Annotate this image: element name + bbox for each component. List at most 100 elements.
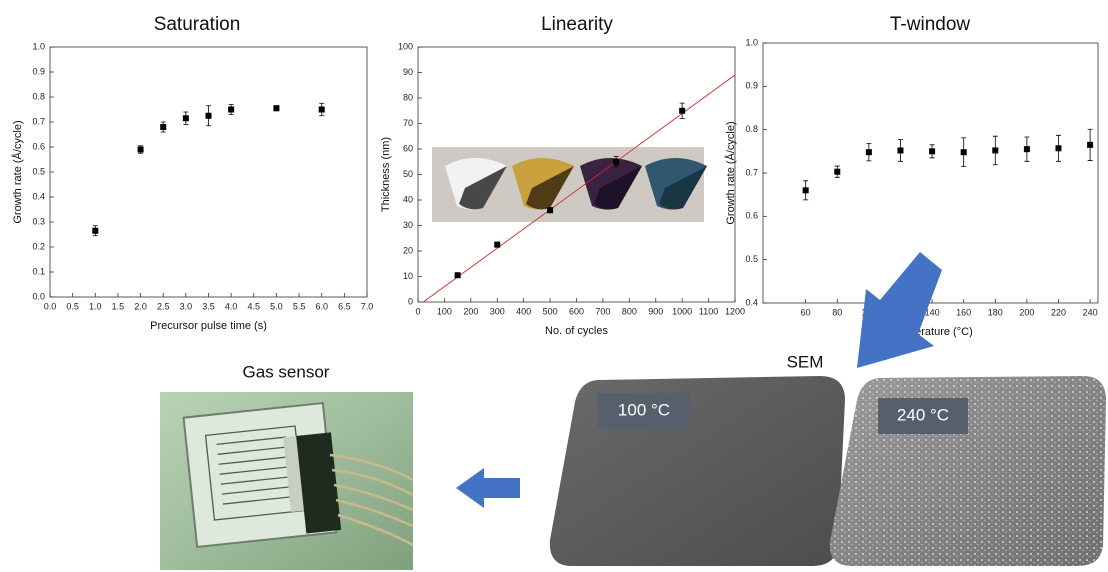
y-tick-label: 90 [403,67,413,77]
y-tick-label: 30 [403,220,413,230]
x-tick-label: 0.0 [44,301,57,311]
y-tick-label: 0.9 [745,81,758,91]
charts: Saturation 0.0 0.5 1.0 1.5 2.0 2.5 3.0 3.5 4.0 4.5… [11,14,1098,338]
point [455,272,461,278]
x-axis-label: No. of cycles [545,325,608,337]
y-tick-label: 0.6 [32,141,45,151]
point [183,115,189,121]
x-tick-label: 5.5 [293,301,306,311]
y-tick-label: 0.6 [745,211,758,221]
y-tick-label: 0.5 [32,166,45,176]
arrow [456,468,520,508]
y-tick-label: 80 [403,92,413,102]
y-tick-label: 0 [408,296,413,306]
x-tick-label: 2.0 [134,301,147,311]
point [992,147,998,153]
point [1087,142,1093,148]
point [160,124,166,130]
y-tick-label: 70 [403,118,413,128]
x-tick-label: 1.0 [89,301,102,311]
x-tick-label: 80 [832,307,842,317]
x-tick-label: 2.5 [157,301,170,311]
x-tick-label: 800 [622,306,637,316]
point [1055,145,1061,151]
point [613,159,619,165]
y-axis-label: Thickness (nm) [380,137,392,212]
point [273,105,279,111]
y-tick-label: 1.0 [32,41,45,51]
sensor-photo [160,392,413,570]
x-tick-label: 5.0 [270,301,283,311]
chart-title: T-window [890,14,971,35]
y-tick-label: 0.4 [32,191,45,201]
x-tick-label: 160 [956,307,971,317]
point [961,149,967,155]
sem-tile: 240 °C [830,376,1106,566]
x-tick-label: 300 [490,306,505,316]
sem-tile: 100 °C [550,376,845,566]
x-tick-label: 6.5 [338,301,351,311]
x-tick-label: 100 [437,306,452,316]
section-title: SEM [787,352,824,371]
point [138,147,144,153]
x-tick-label: 3.0 [180,301,193,311]
y-tick-label: 100 [398,41,413,51]
point [319,107,325,113]
y-tick-label: 60 [403,143,413,153]
y-tick-label: 0.9 [32,66,45,76]
x-tick-label: 600 [569,306,584,316]
y-tick-label: 0.3 [32,216,45,226]
point [897,147,903,153]
x-tick-label: 700 [595,306,610,316]
point [679,108,685,114]
chart: Saturation 0.0 0.5 1.0 1.5 2.0 2.5 3.0 3.5 4.0 4.5… [11,14,373,332]
y-tick-label: 0.1 [32,266,45,276]
chart-title: Saturation [154,14,241,35]
point [228,107,234,113]
y-tick-label: 0.7 [32,116,45,126]
point [866,149,872,155]
y-tick-label: 0.4 [745,297,758,307]
y-tick-label: 10 [403,271,413,281]
x-tick-label: 6.0 [315,301,328,311]
x-tick-label: 7.0 [361,301,374,311]
y-tick-label: 0.2 [32,241,45,251]
point [929,148,935,154]
y-tick-label: 0.8 [32,91,45,101]
x-tick-label: 1.5 [112,301,125,311]
point [834,169,840,175]
x-tick-label: 60 [801,307,811,317]
y-tick-label: 40 [403,194,413,204]
x-tick-label: 200 [1019,307,1034,317]
section-title: Gas sensor [243,362,330,381]
figure: Saturation 0.0 0.5 1.0 1.5 2.0 2.5 3.0 3.5 4.0 4.5… [0,0,1108,572]
y-tick-label: 0.0 [32,291,45,301]
x-tick-label: 0 [415,306,420,316]
sem-label: 240 °C [897,405,949,424]
x-tick-label: 500 [543,306,558,316]
x-tick-label: 180 [988,307,1003,317]
x-axis-label: Precursor pulse time (s) [150,320,267,332]
x-tick-label: 4.5 [248,301,261,311]
point [803,187,809,193]
x-tick-label: 900 [648,306,663,316]
x-tick-label: 400 [516,306,531,316]
y-tick-label: 20 [403,245,413,255]
point [1024,146,1030,152]
point [92,228,98,234]
x-tick-label: 1200 [725,306,745,316]
x-tick-label: 240 [1083,307,1098,317]
sem-label: 100 °C [618,400,670,419]
y-tick-label: 0.7 [745,167,758,177]
x-tick-label: 4.0 [225,301,238,311]
x-tick-label: 3.5 [202,301,215,311]
point [547,207,553,213]
plot-frame [50,47,367,297]
y-axis-label: Growth rate (Å/cycle) [724,121,737,224]
y-axis-label: Growth rate (Å/cycle) [11,120,24,223]
x-tick-label: 1000 [672,306,692,316]
point [494,242,500,248]
y-tick-label: 50 [403,169,413,179]
y-tick-label: 0.5 [745,254,758,264]
